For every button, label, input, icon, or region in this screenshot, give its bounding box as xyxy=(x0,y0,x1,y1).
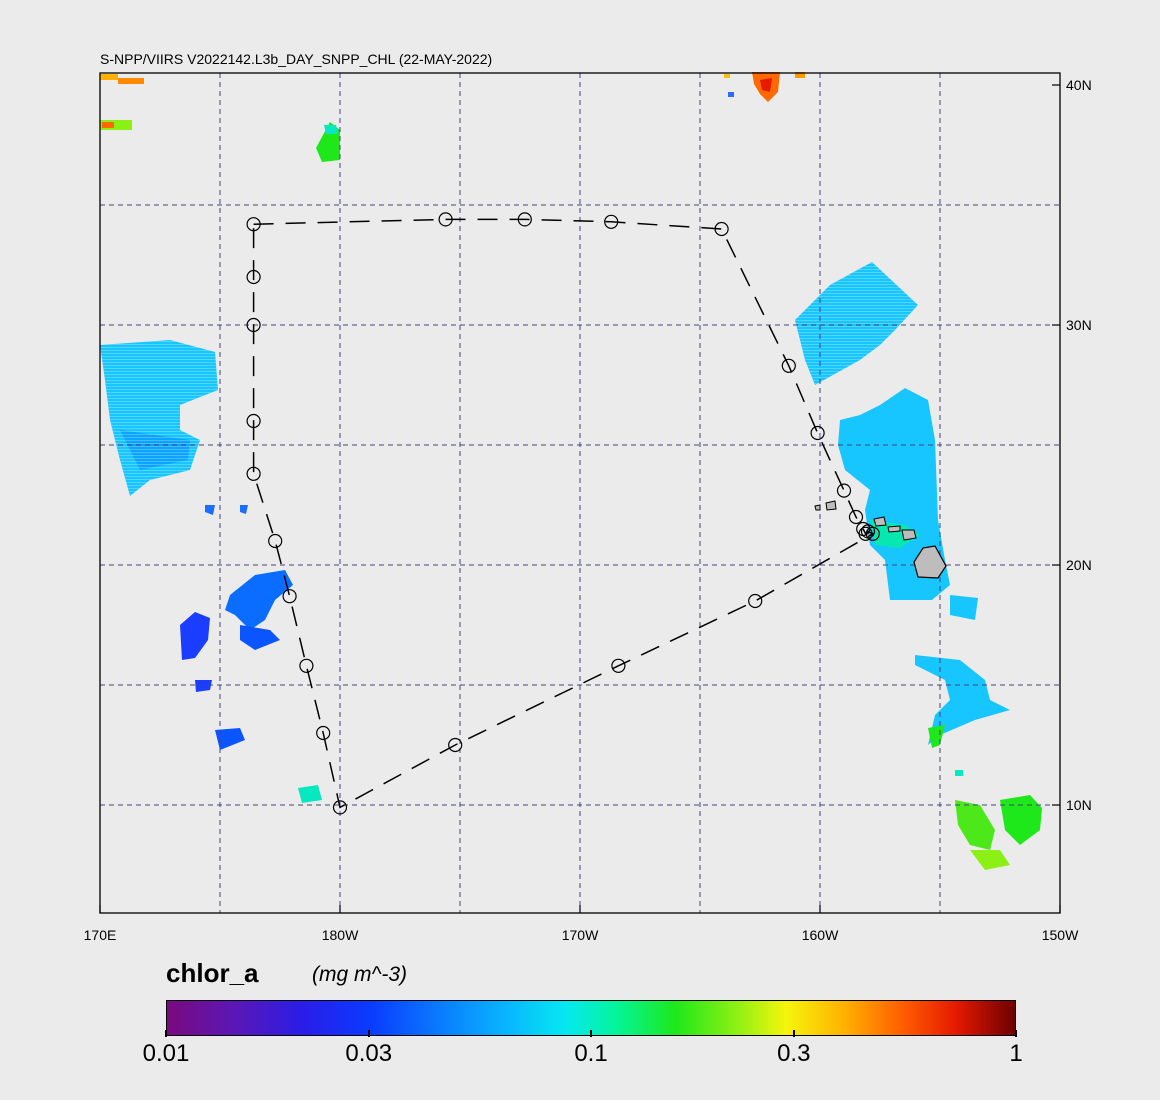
colorbar-tick-label: 0.01 xyxy=(142,1040,190,1067)
waypoint-marker xyxy=(611,658,626,673)
colorbar-tick-mark xyxy=(590,1030,592,1037)
colorbar-tick-label: 1 xyxy=(1009,1040,1023,1067)
colorbar-tick-label: 0.1 xyxy=(574,1040,608,1067)
y-tick-label: 40N xyxy=(1066,77,1092,93)
colorbar-tick-label: 0.03 xyxy=(345,1040,393,1067)
x-tick-label: 150W xyxy=(1041,927,1079,943)
waypoint-marker xyxy=(865,526,880,541)
waypoint-marker xyxy=(282,589,297,604)
x-tick-label: 170E xyxy=(83,927,117,943)
colorbar-variable-name: chlor_a xyxy=(166,958,259,988)
colorbar-tick-mark xyxy=(165,1030,167,1037)
maui-land xyxy=(901,529,917,541)
graticule xyxy=(100,73,1060,913)
waypoint-marker xyxy=(781,358,796,373)
niihau-land xyxy=(814,504,821,511)
waypoint-marker xyxy=(299,658,314,673)
cruise-track-line xyxy=(252,218,875,809)
waypoint-marker xyxy=(332,800,348,815)
waypoint-marker xyxy=(848,509,864,525)
y-tick-label: 20N xyxy=(1066,557,1092,573)
chlorophyll-patch-ne-cyan xyxy=(795,262,918,385)
colorbar-tick-mark xyxy=(1015,1030,1017,1037)
waypoint-marker xyxy=(604,214,619,229)
chlorophyll-patch-hawaii xyxy=(838,388,1010,748)
waypoint-marker xyxy=(448,737,463,753)
colorbar-tick-mark xyxy=(367,1030,370,1037)
cruise-track-waypoints xyxy=(246,212,880,815)
colorbar-tick-mark xyxy=(792,1030,795,1037)
waypoint-marker xyxy=(246,317,261,333)
map-title: S-NPP/VIIRS V2022142.L3b_DAY_SNPP_CHL (2… xyxy=(100,51,493,67)
x-tick-label: 180W xyxy=(321,927,359,943)
waypoint-marker xyxy=(858,526,873,541)
waypoint-marker xyxy=(438,212,453,227)
waypoint-marker xyxy=(316,725,331,741)
colorbar-units: (mg m^-3) xyxy=(312,963,408,986)
waypoint-marker xyxy=(246,217,261,232)
waypoint-marker xyxy=(748,593,763,609)
axis-tick-marks xyxy=(99,84,1061,913)
hawaiian-islands xyxy=(814,500,947,579)
waypoint-marker xyxy=(246,413,261,429)
waypoint-marker xyxy=(836,483,852,498)
waypoint-marker xyxy=(246,269,261,285)
chlorophyll-patch-se-green xyxy=(955,770,1042,870)
colorbar-tick-label: 0.3 xyxy=(777,1040,811,1067)
chlorophyll-patch-west-cyan xyxy=(100,340,218,496)
oahu-land xyxy=(873,516,887,527)
kauai-land xyxy=(825,500,837,511)
chlorophyll-patch-nw-specks xyxy=(100,74,144,130)
waypoint-marker xyxy=(714,221,729,237)
waypoint-marker xyxy=(810,425,825,441)
y-tick-label: 10N xyxy=(1066,797,1092,813)
x-tick-label: 170W xyxy=(561,927,599,943)
x-tick-label: 160W xyxy=(801,927,839,943)
waypoint-marker xyxy=(246,466,261,481)
chlorophyll-patch-sw-blue xyxy=(180,505,322,803)
chlorophyll-patch-175e-38n xyxy=(316,122,340,162)
molokai-land xyxy=(887,525,901,533)
chlorophyll-patch-north-orange xyxy=(724,72,805,102)
waypoint-marker xyxy=(268,533,283,549)
chlorophyll-patches xyxy=(100,72,1042,870)
y-tick-label: 30N xyxy=(1066,317,1092,333)
big-island-land xyxy=(913,545,947,579)
waypoint-marker xyxy=(517,212,532,227)
